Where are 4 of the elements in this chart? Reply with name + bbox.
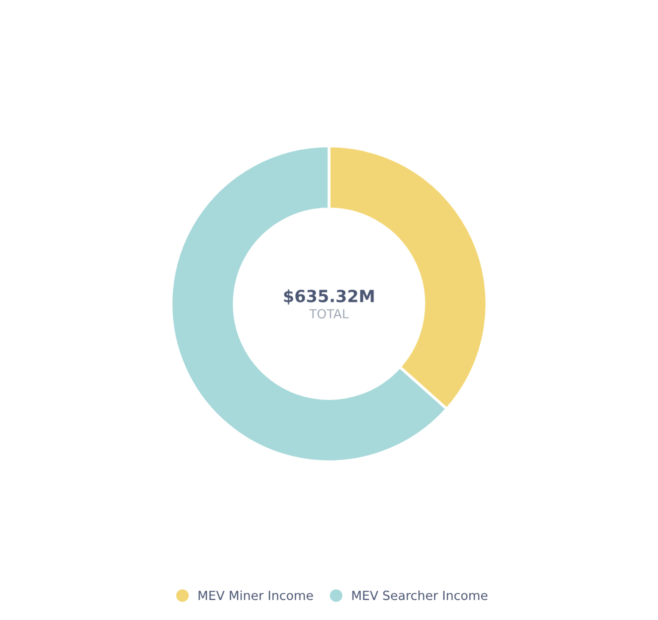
text: $635.32M (284, 289, 374, 305)
text: TOTAL (309, 309, 349, 318)
legend-label: MEV Miner Income (198, 590, 313, 600)
legend-label: MEV Searcher Income (352, 590, 488, 600)
